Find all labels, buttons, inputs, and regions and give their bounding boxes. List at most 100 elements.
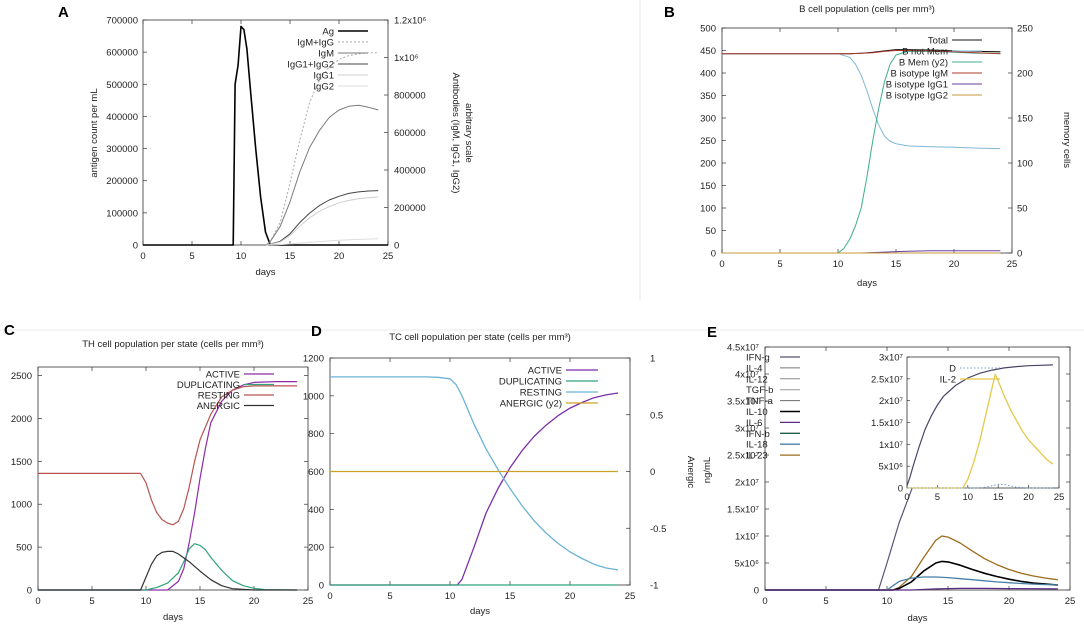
- inset-series-line-ifn-g: [906, 364, 1053, 486]
- y-axis-label: antigen count per mL: [89, 88, 100, 177]
- y-tick-label: 50: [705, 226, 716, 237]
- series-line-il-23: [765, 535, 1058, 591]
- y-tick-label: 450: [700, 46, 716, 57]
- y-tick-label: 200000: [106, 176, 138, 187]
- y-tick-label: 0: [27, 586, 32, 597]
- series-line-resting: [330, 376, 619, 571]
- x-tick-label: 20: [1004, 596, 1015, 607]
- inset-y-tick-label: 1x10⁷: [879, 440, 904, 451]
- x-tick-label: 5: [89, 596, 94, 607]
- y-tick-label: 100: [700, 204, 716, 215]
- legend-label: IL-4: [746, 363, 762, 374]
- series-line-igm: [266, 104, 379, 246]
- series-line-active: [38, 381, 298, 591]
- inset-frame: [906, 356, 1060, 489]
- y-tick-label: 500: [16, 543, 32, 554]
- x-tick-label: 20: [334, 251, 345, 262]
- x-tick-label: 20: [949, 259, 960, 270]
- x-tick-label: 20: [565, 591, 576, 602]
- inset-y-tick-label: 0: [898, 484, 903, 495]
- x-axis-label: days: [163, 612, 183, 623]
- x-tick-label: 15: [195, 596, 206, 607]
- y2-tick-label: 100: [1017, 159, 1033, 170]
- chart-title: TC cell population per state (cells per …: [389, 332, 571, 343]
- y-tick-label: 0: [711, 249, 716, 260]
- series-line-igg1: [266, 196, 379, 246]
- legend-label: B isotype IgM: [890, 69, 948, 80]
- inset-series-line-il-2: [907, 372, 1054, 489]
- inset-legend-label: D: [949, 364, 956, 375]
- x-tick-label: 20: [249, 596, 260, 607]
- y2-tick-label: 200000: [394, 203, 426, 214]
- x-tick-label: 25: [625, 591, 636, 602]
- legend-label: ANERGIC: [197, 401, 240, 412]
- y2-tick-label: 0.5: [650, 410, 663, 421]
- legend-label: IgM+IgG: [297, 38, 334, 49]
- inset-x-tick-label: 0: [904, 492, 909, 503]
- y-tick-label: 1200: [303, 354, 324, 365]
- chart-panel-b: 0 5 10 15 20 25050100150200250300350400450500…: [664, 4, 1072, 289]
- chart-panel-d: 0 5 10 15 20 25 0 200 400 600 800 1000 1200 -1 -0.5 0 0.…: [303, 323, 696, 617]
- y2-tick-label: 200: [1017, 69, 1033, 80]
- x-tick-label: 5: [777, 259, 782, 270]
- panel-letter: A: [58, 4, 69, 21]
- legend-label: IL-18: [746, 440, 768, 451]
- x-tick-label: 10: [445, 591, 456, 602]
- legend-label: B not Mem: [902, 47, 948, 58]
- legend-label: TGF-b: [746, 385, 773, 396]
- y-tick-label: 150: [700, 181, 716, 192]
- y-tick-label: 5x10⁶: [734, 559, 759, 570]
- inset-x-tick-label: 5: [935, 492, 940, 503]
- chart-panel-e: 0 5 10 15 20 25 0 5x10⁶ 1x10⁷ 1.5x10⁷ 2x10⁷ 2.5x10⁷…: [702, 324, 1075, 624]
- y-tick-label: 300: [700, 114, 716, 125]
- y2-tick-label: 250: [1017, 24, 1033, 35]
- legend-label: B isotype IgG2: [886, 91, 948, 102]
- series-line-active: [330, 392, 619, 586]
- legend-label: IL-10: [746, 407, 768, 418]
- chart-inset-e: 0 5 10 15 20 25 0 5x10⁶ 1x10⁷ 1.5x10⁷ 2x10⁷ 2.5x10⁷…: [871, 353, 1064, 504]
- x-tick-label: 25: [303, 596, 314, 607]
- legend-label: IgG1: [313, 71, 334, 82]
- panel-letter: D: [311, 323, 322, 340]
- y2-tick-label: 0: [650, 467, 655, 478]
- legend-label: IgG1+IgG2: [287, 60, 334, 71]
- x-tick-label: 0: [327, 591, 332, 602]
- x-tick-label: 0: [719, 259, 724, 270]
- chart-panel-c: 0 5 10 15 20 25 0 500 1000 1500 2000 2500 ACTIVEDUPL…: [4, 322, 313, 623]
- x-axis-label: days: [857, 278, 877, 289]
- y2-tick-label: -1: [650, 581, 658, 592]
- legend-label: B Mem (y2): [899, 58, 948, 69]
- legend-label: ACTIVE: [528, 366, 562, 377]
- x-axis-label: days: [255, 267, 275, 278]
- inset-y-tick-label: 5x10⁶: [878, 462, 903, 473]
- y-tick-label: 400: [700, 69, 716, 80]
- y2-tick-label: 150: [1017, 114, 1033, 125]
- y2-tick-label: 50: [1017, 204, 1028, 215]
- x-axis-label: days: [470, 606, 490, 617]
- legend-label: TNF-a: [746, 396, 774, 407]
- x-tick-label: 10: [882, 596, 893, 607]
- y-tick-label: 800: [308, 429, 324, 440]
- legend-label: ANERGIC (y2): [500, 399, 562, 410]
- y-tick-label: 200: [700, 159, 716, 170]
- chart-title: TH cell population per state (cells per …: [82, 339, 264, 350]
- y-axis-label: ng/mL: [702, 457, 713, 483]
- panel-letter: B: [664, 4, 675, 21]
- x-tick-label: 15: [891, 259, 902, 270]
- x-tick-label: 0: [35, 596, 40, 607]
- inset-x-tick-label: 15: [993, 492, 1004, 503]
- x-tick-label: 15: [505, 591, 516, 602]
- x-tick-label: 25: [1007, 259, 1018, 270]
- x-tick-label: 5: [189, 251, 194, 262]
- y-tick-label: 3x10⁷: [735, 424, 760, 435]
- legend-label: IgG2: [313, 82, 334, 93]
- legend-label: IgM: [318, 49, 334, 60]
- plot-frame: [37, 366, 309, 591]
- legend-label: IFN-b: [746, 429, 770, 440]
- legend-label: DUPLICATING: [499, 377, 562, 388]
- x-axis-label: days: [907, 613, 927, 624]
- x-tick-label: 0: [140, 251, 145, 262]
- series-line-ag: [143, 25, 388, 246]
- x-tick-label: 10: [833, 259, 844, 270]
